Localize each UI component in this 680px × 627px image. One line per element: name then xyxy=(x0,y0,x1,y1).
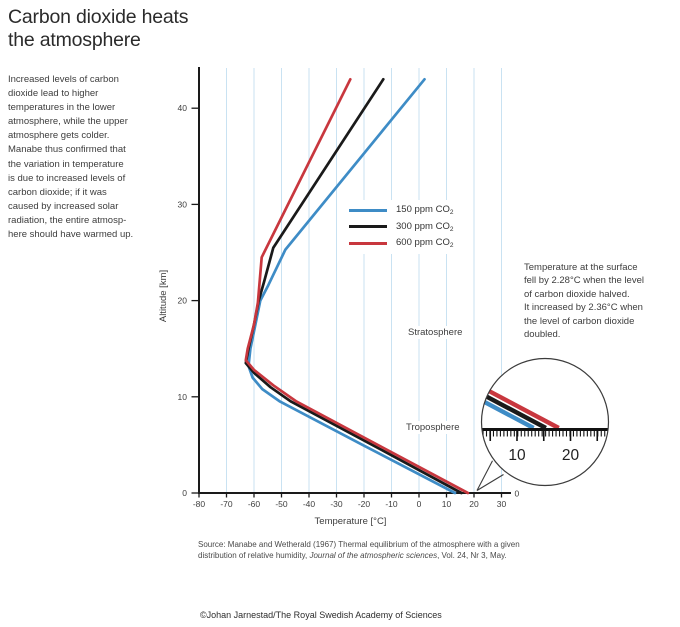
legend-item-150ppm: 150 ppm CO2 xyxy=(349,202,454,219)
y-tick-label: 30 xyxy=(178,199,188,209)
source-line2-post: , Vol. 24, Nr 3, May. xyxy=(437,550,507,560)
legend-label-300ppm: 300 ppm CO2 xyxy=(396,221,454,233)
source-line1: Source: Manabe and Wetherald (1967) Ther… xyxy=(198,540,520,549)
x-tick-label: 10 xyxy=(442,499,452,509)
legend-label-subscript: 2 xyxy=(449,209,454,217)
x-tick-label: -50 xyxy=(275,499,288,509)
legend-label-text: 300 ppm CO xyxy=(396,220,450,232)
x-tick-label: 0 xyxy=(417,499,422,509)
copyright-note: ©Johan Jarnestad/The Royal Swedish Acade… xyxy=(200,610,442,620)
magnified-series-line-300ppm xyxy=(481,379,547,430)
y-tick-label: 40 xyxy=(178,103,188,113)
legend-label-text: 150 ppm CO xyxy=(396,204,450,216)
legend-swatch-150ppm xyxy=(349,208,387,212)
troposphere-label: Troposphere xyxy=(402,421,464,434)
x-tick-label: -20 xyxy=(358,499,371,509)
magnifier-pointer-line xyxy=(476,460,493,491)
y-axis-title: Altitude [km] xyxy=(158,269,169,323)
legend-swatch-600ppm xyxy=(349,241,387,245)
stratosphere-label: Stratosphere xyxy=(404,326,467,339)
x-tick-label: -70 xyxy=(220,499,233,509)
x-tick-label: -10 xyxy=(385,499,398,509)
source-note: Source: Manabe and Wetherald (1967) Ther… xyxy=(198,540,538,561)
legend-item-600ppm: 600 ppm CO2 xyxy=(349,235,454,252)
y-tick-label: 10 xyxy=(178,392,188,402)
x-tick-label: -30 xyxy=(330,499,343,509)
legend-item-300ppm: 300 ppm CO2 xyxy=(349,219,454,236)
legend-label-600ppm: 600 ppm CO2 xyxy=(396,237,454,249)
surface-temperature-note: Temperature at the surface fell by 2.28°… xyxy=(524,262,644,341)
legend-label-subscript: 2 xyxy=(449,225,454,233)
page-title: Carbon dioxide heats the atmosphere xyxy=(8,6,189,51)
right-axis-zero-label: 0 xyxy=(515,489,520,499)
y-tick-label: 20 xyxy=(178,296,188,306)
y-tick-label: 0 xyxy=(182,488,187,498)
magnifier-content: 10 20 xyxy=(481,358,609,486)
source-journal-name: Journal of the atmospheric sciences xyxy=(309,550,438,560)
legend-swatch-300ppm xyxy=(349,225,387,229)
x-tick-label: -40 xyxy=(303,499,316,509)
x-axis-title: Temperature [°C] xyxy=(314,516,387,527)
x-tick-label: 30 xyxy=(497,499,507,509)
magnified-series-line-150ppm xyxy=(481,379,535,430)
intro-text: Increased levels of carbon dioxide lead … xyxy=(8,74,134,241)
magnifier-circle-outline xyxy=(480,357,610,487)
magnifier-pointer-line xyxy=(476,474,504,491)
source-line2-pre: distribution of relative humidity, xyxy=(198,550,310,560)
series-line-600ppm xyxy=(244,77,470,495)
chart-legend: 150 ppm CO2 300 ppm CO2 600 ppm CO2 xyxy=(347,200,460,254)
legend-label-subscript: 2 xyxy=(449,242,454,250)
legend-label-150ppm: 150 ppm CO2 xyxy=(396,204,454,216)
legend-label-text: 600 ppm CO xyxy=(396,237,450,249)
x-tick-label: -80 xyxy=(193,499,206,509)
x-tick-label: -60 xyxy=(248,499,261,509)
x-tick-label: 20 xyxy=(469,499,479,509)
series-line-150ppm xyxy=(247,77,457,495)
ruler-label: 10 xyxy=(508,447,526,464)
ruler-label: 20 xyxy=(562,447,580,464)
